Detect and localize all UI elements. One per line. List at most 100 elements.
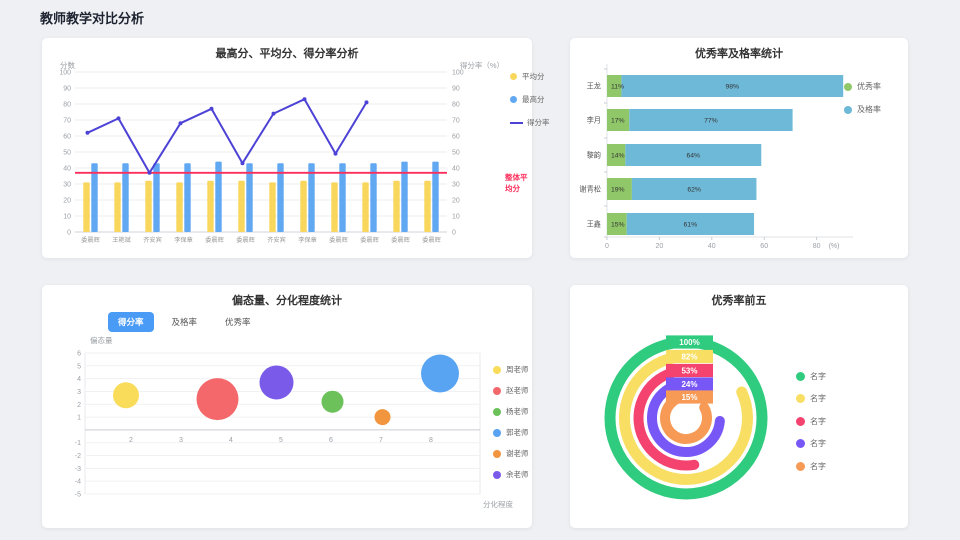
svg-text:10: 10 — [452, 214, 460, 221]
svg-text:委晨辉: 委晨辉 — [391, 236, 410, 244]
rate-tab-bar: 得分率 及格率 优秀率 — [108, 312, 269, 332]
legend-label: 余老师 — [506, 470, 529, 479]
legend-item-名字[interactable]: 名字 — [796, 455, 826, 478]
svg-text:30: 30 — [63, 182, 71, 189]
legend-item-得分率[interactable]: 得分率 — [510, 111, 550, 134]
svg-text:王鑫: 王鑫 — [587, 220, 601, 229]
svg-text:4: 4 — [229, 437, 233, 444]
legend-dot-icon — [493, 470, 501, 479]
svg-text:90: 90 — [63, 86, 71, 93]
chart3-x-title: 分化程度 — [483, 500, 513, 509]
svg-text:0: 0 — [67, 230, 71, 237]
svg-text:62%: 62% — [687, 187, 701, 194]
legend-label: 最高分 — [522, 95, 545, 104]
legend-dot-icon — [796, 394, 805, 404]
chart2-legend: 优秀率及格率 — [844, 75, 881, 121]
legend-item-周老师[interactable]: 周老师 — [493, 359, 529, 380]
legend-label: 优秀率 — [857, 82, 881, 91]
svg-text:40: 40 — [63, 166, 71, 173]
legend-item-优秀率[interactable]: 优秀率 — [844, 75, 881, 98]
svg-text:0: 0 — [605, 243, 609, 250]
svg-text:委晨辉: 委晨辉 — [360, 236, 379, 244]
legend-label: 名字 — [810, 371, 826, 381]
legend-item-名字[interactable]: 名字 — [796, 388, 826, 411]
svg-text:14%: 14% — [611, 153, 625, 160]
svg-text:黎韵: 黎韵 — [587, 151, 601, 160]
legend-dot-icon — [796, 416, 805, 426]
svg-text:-4: -4 — [75, 479, 81, 486]
svg-text:70: 70 — [63, 118, 71, 125]
legend-label: 名字 — [810, 461, 826, 471]
card-score-analysis: 最高分、平均分、得分率分析 分数 得分率（%） 0 0 10 10 20 20 30 30 40… — [42, 38, 550, 258]
svg-text:70: 70 — [452, 118, 460, 125]
svg-text:委晨辉: 委晨辉 — [205, 236, 224, 244]
legend-line-icon — [510, 121, 523, 124]
chart3-y-title: 偏态量 — [90, 336, 113, 345]
svg-text:53%: 53% — [681, 367, 697, 376]
svg-text:40: 40 — [452, 166, 460, 173]
legend-item-名字[interactable]: 名字 — [796, 410, 826, 433]
svg-text:7: 7 — [379, 437, 383, 444]
svg-text:100: 100 — [452, 70, 464, 77]
svg-text:90: 90 — [452, 86, 460, 93]
legend-item-平均分[interactable]: 平均分 — [510, 65, 550, 88]
svg-text:77%: 77% — [704, 118, 718, 125]
legend-item-郭老师[interactable]: 郭老师 — [493, 422, 529, 443]
legend-label: 名字 — [810, 439, 826, 449]
legend-dot-icon — [493, 407, 501, 416]
svg-text:-1: -1 — [75, 440, 81, 447]
svg-text:19%: 19% — [611, 187, 625, 194]
svg-text:61%: 61% — [684, 222, 698, 229]
svg-text:64%: 64% — [686, 153, 700, 160]
tab-优秀率[interactable]: 优秀率 — [215, 312, 261, 332]
svg-text:(%): (%) — [829, 243, 840, 250]
card-skew-bubble: 偏态量、分化程度统计 得分率 及格率 优秀率 偏态量 分化程度 6 5 4 3 2 1 -1 -2… — [42, 285, 532, 528]
svg-text:-2: -2 — [75, 453, 81, 460]
svg-text:1: 1 — [77, 415, 81, 422]
legend-item-杨老师[interactable]: 杨老师 — [493, 401, 529, 422]
legend-dot-icon — [510, 73, 517, 80]
svg-text:30: 30 — [452, 182, 460, 189]
legend-item-及格率[interactable]: 及格率 — [844, 98, 881, 121]
legend-label: 平均分 — [522, 72, 545, 81]
svg-text:齐安宾: 齐安宾 — [267, 236, 286, 244]
legend-dot-icon — [510, 96, 517, 103]
card-top5-donut: 优秀率前五 100% 82% 53% 24% 15% 名字 名字 名字 名字 名字 — [570, 285, 908, 528]
legend-item-名字[interactable]: 名字 — [796, 433, 826, 456]
svg-text:2: 2 — [129, 437, 133, 444]
svg-text:0: 0 — [452, 230, 456, 237]
chart3-legend: 周老师赵老师杨老师郭老师 谢老师余老师 — [493, 359, 529, 485]
svg-text:80: 80 — [813, 243, 821, 250]
legend-item-名字[interactable]: 名字 — [796, 365, 826, 388]
svg-text:82%: 82% — [681, 353, 697, 362]
legend-label: 名字 — [810, 416, 826, 426]
tab-及格率[interactable]: 及格率 — [162, 312, 208, 332]
svg-text:谢青松: 谢青松 — [579, 185, 601, 194]
svg-text:王艳斌: 王艳斌 — [112, 236, 131, 244]
svg-text:委晨辉: 委晨辉 — [236, 236, 255, 244]
svg-text:4: 4 — [77, 376, 81, 383]
tab-得分率[interactable]: 得分率 — [108, 312, 154, 332]
top5-donut-plot: 100% 82% 53% 24% 15% — [604, 335, 768, 500]
legend-dot-icon — [796, 461, 805, 471]
svg-text:李月: 李月 — [587, 116, 601, 125]
legend-item-最高分[interactable]: 最高分 — [510, 88, 550, 111]
svg-text:20: 20 — [63, 198, 71, 205]
legend-item-谢老师[interactable]: 谢老师 — [493, 443, 529, 464]
svg-text:98%: 98% — [726, 84, 740, 91]
svg-text:50: 50 — [63, 150, 71, 157]
svg-text:40: 40 — [708, 243, 716, 250]
svg-text:2: 2 — [77, 402, 81, 409]
svg-text:5: 5 — [279, 437, 283, 444]
legend-label: 杨老师 — [506, 407, 529, 416]
chart2-title: 优秀率及格率统计 — [695, 48, 783, 60]
svg-text:100%: 100% — [679, 338, 699, 347]
legend-item-赵老师[interactable]: 赵老师 — [493, 380, 529, 401]
legend-label: 周老师 — [506, 365, 529, 374]
svg-text:80: 80 — [63, 102, 71, 109]
svg-text:60: 60 — [63, 134, 71, 141]
svg-text:3: 3 — [77, 389, 81, 396]
legend-item-余老师[interactable]: 余老师 — [493, 464, 529, 485]
svg-text:委晨辉: 委晨辉 — [81, 236, 100, 244]
svg-text:60: 60 — [452, 134, 460, 141]
